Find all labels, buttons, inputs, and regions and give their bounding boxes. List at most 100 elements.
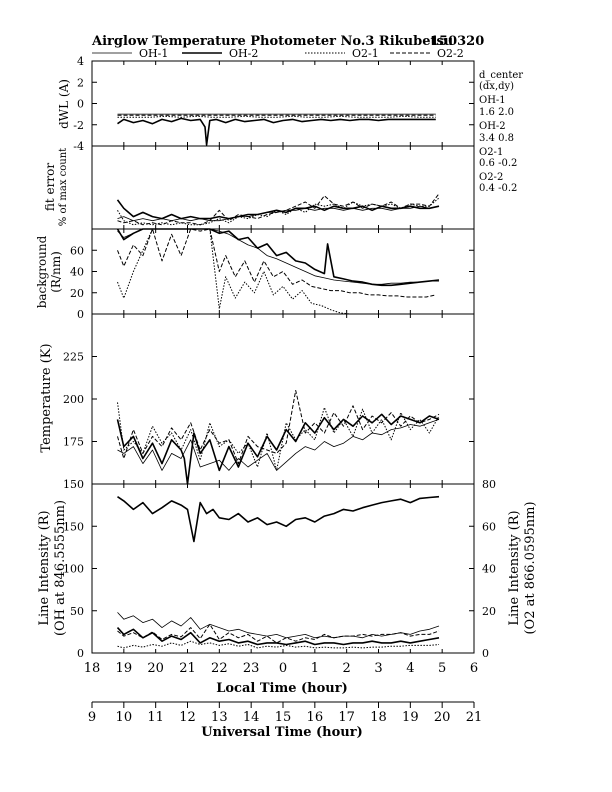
panel-frame-background xyxy=(91,228,475,315)
y-tick-label-temperature: 175 xyxy=(63,436,84,449)
panel-frame-temperature xyxy=(91,313,475,485)
series-line-background-oh1 xyxy=(117,228,439,285)
y-tick-label-dwl: -4 xyxy=(73,140,84,153)
y-tick-label-dwl: 0 xyxy=(77,98,84,111)
panel-temperature: 225 200 175 150 xyxy=(63,313,475,491)
legend-label-oh1: OH-1 xyxy=(139,47,168,60)
panel-label-intensity-right: Line Intensity (R) xyxy=(507,510,522,625)
ut-tick-label: 11 xyxy=(147,710,164,725)
y-tick-label-intensity: 0 xyxy=(77,647,84,660)
chart-date: 150320 xyxy=(430,34,484,49)
local-time-tick-label: 1 xyxy=(311,661,319,676)
legend-label-o22: O2-2 xyxy=(437,47,464,60)
local-time-tick-label: 20 xyxy=(147,661,164,676)
panel-dwl: 4 2 0 -2 -4 xyxy=(73,55,475,153)
local-time-tick-label: 19 xyxy=(116,661,133,676)
ut-tick-label: 17 xyxy=(338,710,355,725)
y-tick-label-temperature: 150 xyxy=(63,478,84,491)
local-time-tick-label: 3 xyxy=(374,661,382,676)
series-line-fit-o22 xyxy=(117,193,440,226)
y-tick-label-dwl: -2 xyxy=(73,119,84,132)
ut-tick-label: 21 xyxy=(466,710,483,725)
series-line-dwl-o21 xyxy=(117,115,436,118)
local-time-tick-label: 0 xyxy=(279,661,287,676)
legend-label-o21: O2-1 xyxy=(352,47,379,60)
ut-tick-label: 20 xyxy=(434,710,451,725)
local-time-tick-label: 21 xyxy=(179,661,196,676)
side-info-name-oh2: OH-2 xyxy=(479,121,506,132)
local-time-tick-label: 2 xyxy=(343,661,351,676)
series-line-intensity-oh2 xyxy=(116,627,440,646)
ut-tick-label: 10 xyxy=(116,710,133,725)
ut-tick-label: 12 xyxy=(179,710,196,725)
local-time-tick-label: 4 xyxy=(406,661,414,676)
local-time-tick-label: 5 xyxy=(438,661,446,676)
side-info-heading: d_center xyxy=(479,70,523,81)
panel-fit xyxy=(91,145,475,230)
side-info-values-o21: 0.6 -0.2 xyxy=(479,158,517,169)
panel-label-temperature: Temperature (K) xyxy=(39,343,54,452)
right-y-tick-label: 20 xyxy=(482,605,496,618)
legend: OH-1 OH-2 O2-1 O2-2 xyxy=(92,47,464,60)
local-time-tick-label: 18 xyxy=(84,661,101,676)
local-time-tick-label: 23 xyxy=(243,661,260,676)
ut-tick-label: 18 xyxy=(370,710,387,725)
panel-label-fit-unit: % of max count xyxy=(58,148,69,226)
side-info: d_center (dx,dy) OH-1 1.6 2.0 OH-2 3.4 0… xyxy=(479,70,523,194)
local-time-tick-label: 6 xyxy=(470,661,478,676)
plot-layer: 420-2-4604020022520017515015010050080604… xyxy=(63,55,496,725)
panel-label-background-unit: (R/nm) xyxy=(49,251,63,293)
y-tick-label-intensity: 100 xyxy=(63,563,84,576)
ut-tick-label: 15 xyxy=(275,710,292,725)
panel-label-intensity-right-unit: (O2 at 866.0595nm) xyxy=(523,501,538,634)
side-info-name-o21: O2-1 xyxy=(479,147,503,158)
panel-label-intensity-left: Line Intensity (R) xyxy=(37,510,52,625)
chart-title: Airglow Temperature Photometer No.3 Riku… xyxy=(91,34,453,49)
side-info-values-o22: 0.4 -0.2 xyxy=(479,183,517,194)
series-line-background-o21 xyxy=(117,228,436,315)
ut-tick-label: 16 xyxy=(307,710,324,725)
side-info-subheading: (dx,dy) xyxy=(479,81,514,92)
series-line-fit-o21 xyxy=(117,197,440,226)
panel-intensity: 150 100 50 0 80 60 40 20 0 xyxy=(63,478,496,660)
ut-tick-label: 9 xyxy=(88,710,96,725)
series-line-background-o22 xyxy=(117,228,436,298)
series-line-intensity-o21 xyxy=(117,640,440,649)
right-y-tick-label: 80 xyxy=(482,478,496,491)
right-y-tick-label: 40 xyxy=(482,563,496,576)
right-y-tick-label: 60 xyxy=(482,520,496,533)
universal-time-axis-label: Universal Time (hour) xyxy=(201,725,363,740)
y-tick-label-temperature: 200 xyxy=(63,393,84,406)
series-line-intensity-oh1 xyxy=(117,612,440,639)
panel-label-fit: fit error xyxy=(43,163,57,211)
panel-frame-fit xyxy=(91,145,475,230)
y-tick-label-temperature: 225 xyxy=(63,351,84,364)
y-tick-label-intensity: 150 xyxy=(63,520,84,533)
right-y-tick-label: 0 xyxy=(482,647,489,660)
series-line-temperature-o21 xyxy=(117,402,440,471)
panel-background: 60 40 20 0 xyxy=(70,228,475,321)
side-info-name-oh1: OH-1 xyxy=(479,95,506,106)
series-line-background-oh2 xyxy=(116,228,440,287)
y-tick-label-intensity: 50 xyxy=(70,605,84,618)
series-line-temperature-oh1 xyxy=(117,419,440,471)
series-line-intensity-oh2upper xyxy=(117,495,440,543)
local-time-tick-label: 22 xyxy=(211,661,228,676)
y-tick-label-background: 0 xyxy=(77,308,84,321)
legend-label-oh2: OH-2 xyxy=(229,47,258,60)
series-line-dwl-oh2 xyxy=(117,117,436,146)
local-time-axis-label: Local Time (hour) xyxy=(216,681,348,696)
side-info-values-oh1: 1.6 2.0 xyxy=(479,107,514,118)
panel-label-intensity-left-unit: (OH at 846.5555nm) xyxy=(53,500,68,636)
panel-frame-dwl xyxy=(91,60,475,147)
ut-tick-label: 19 xyxy=(402,710,419,725)
y-tick-label-background: 40 xyxy=(70,266,84,279)
y-tick-label-background: 60 xyxy=(70,244,84,257)
side-info-name-o22: O2-2 xyxy=(479,172,503,183)
series-line-temperature-oh2 xyxy=(116,413,440,485)
panel-label-background: background xyxy=(35,235,49,308)
ut-tick-label: 14 xyxy=(243,710,260,725)
ut-tick-label: 13 xyxy=(211,710,228,725)
side-info-values-oh2: 3.4 0.8 xyxy=(479,133,514,144)
